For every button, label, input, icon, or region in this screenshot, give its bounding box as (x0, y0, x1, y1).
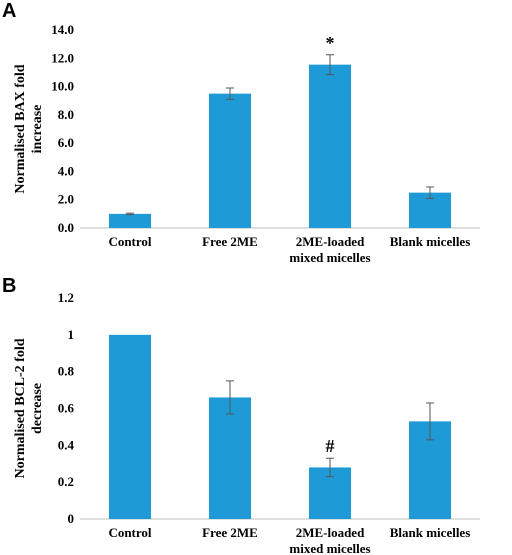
y-tick-label: 10.0 (51, 79, 74, 94)
y-tick-label: 0 (68, 511, 75, 526)
y-axis-label: Normalised BAX fold (13, 64, 28, 193)
bar (109, 213, 151, 228)
y-tick-label: 4.0 (58, 163, 74, 178)
bax-chart: 0.0 2.0 4.0 6.0 8.0 10.0 12.0 14.0 Control Free 2… (13, 22, 480, 265)
y-tick-label: 8.0 (58, 107, 74, 122)
x-category-label: Blank micelles (390, 525, 471, 540)
significance-marker: # (326, 436, 335, 456)
bar (309, 64, 351, 229)
y-axis-label: increase (30, 105, 45, 154)
x-category-label: mixed micelles (289, 250, 370, 265)
y-tick-label: 0.6 (58, 401, 75, 416)
bar (209, 93, 251, 229)
panel-a-letter: A (2, 0, 17, 22)
panel-b-letter: B (2, 275, 17, 297)
y-axis-label: Normalised BCL-2 fold (13, 338, 28, 478)
y-tick-label: 1 (68, 327, 75, 342)
y-tick-label: 2.0 (58, 192, 74, 207)
significance-marker: * (326, 33, 335, 53)
y-tick-label: 12.0 (51, 50, 74, 65)
bcl2-chart: 0 0.2 0.4 0.6 0.8 1 1.2 Control Free 2ME #2ME-loa… (13, 290, 480, 555)
x-category-label: 2ME-loaded (296, 234, 365, 249)
y-tick-label: 0.2 (58, 474, 74, 489)
y-tick-label: 0.4 (58, 437, 75, 452)
bar (109, 334, 151, 519)
x-category-label: Control (108, 525, 151, 540)
x-category-label: Blank micelles (390, 234, 471, 249)
panel-a: A 0.0 2.0 4.0 6.0 8.0 10.0 12.0 14.0 Control Free… (0, 0, 512, 275)
y-tick-label: 1.2 (58, 290, 74, 305)
y-axis-label: decrease (30, 383, 45, 434)
y-tick-label: 0.8 (58, 364, 75, 379)
y-tick-label: 6.0 (58, 135, 74, 150)
y-tick-label: 0.0 (58, 220, 74, 235)
panel-b: B 0 0.2 0.4 0.6 0.8 1 1.2 Control Free 2ME #2ME-l… (0, 275, 512, 555)
x-category-label: Control (108, 234, 151, 249)
x-category-label: Free 2ME (202, 234, 258, 249)
x-category-label: Free 2ME (202, 525, 258, 540)
y-tick-label: 14.0 (51, 22, 74, 37)
x-category-label: mixed micelles (289, 541, 370, 555)
bar (209, 397, 251, 519)
x-category-label: 2ME-loaded (296, 525, 365, 540)
